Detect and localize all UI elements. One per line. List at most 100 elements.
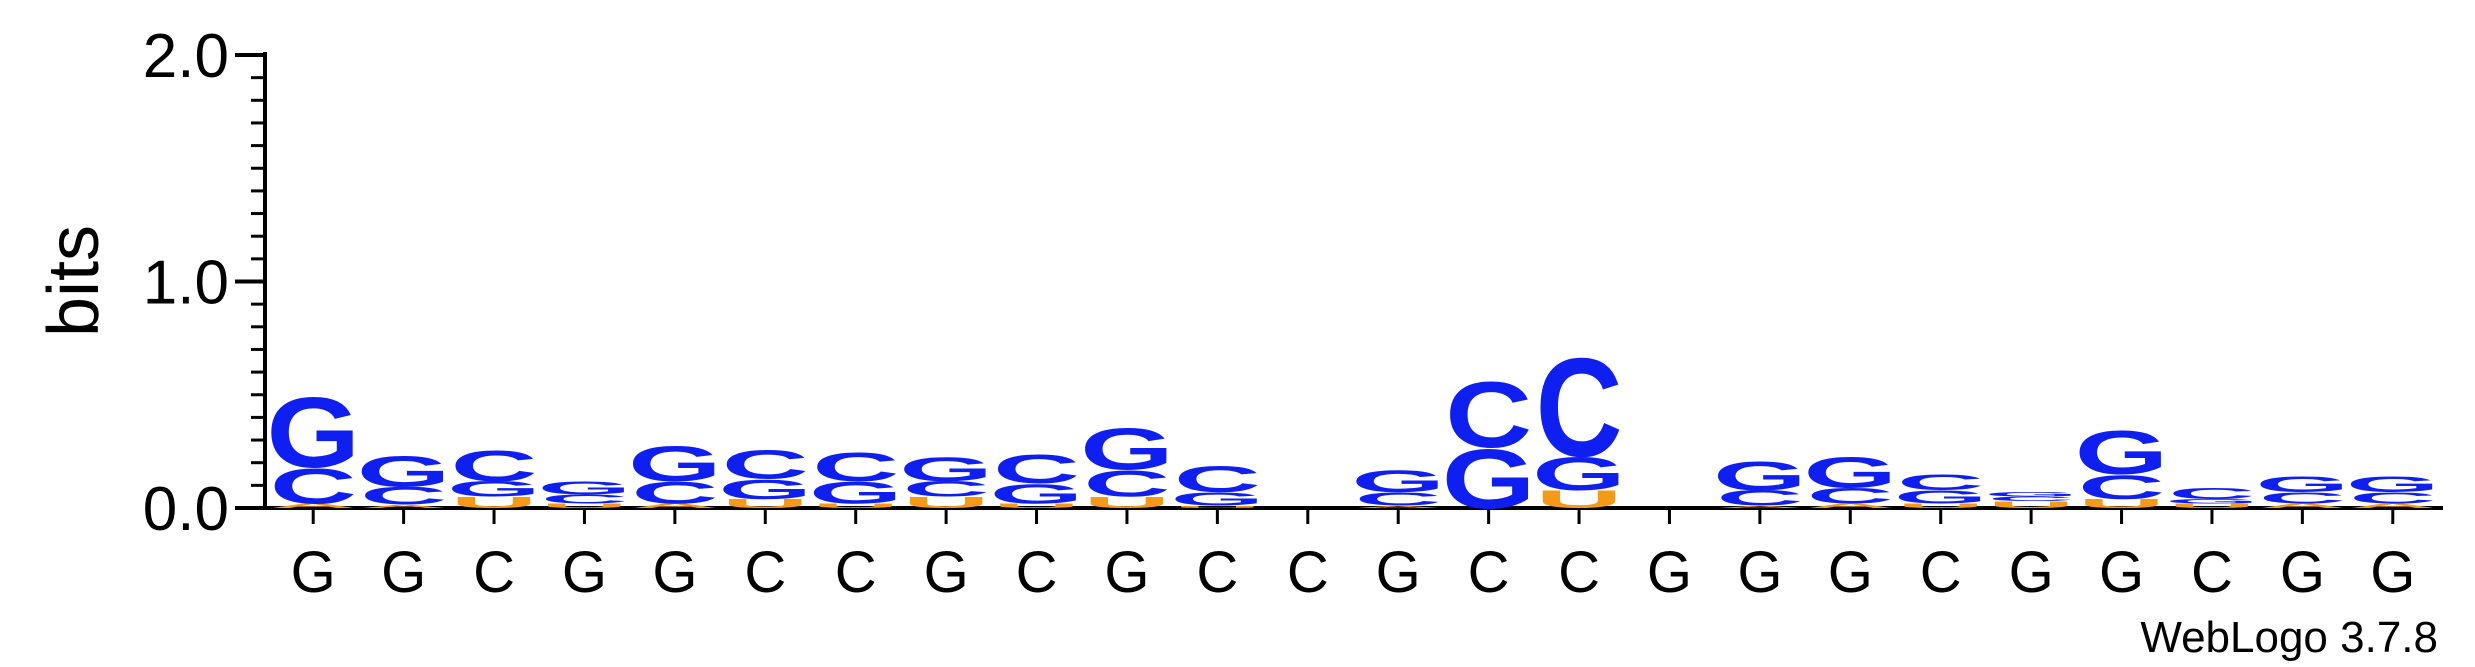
- x-tick-label: G: [2370, 540, 2415, 605]
- logo-letter-glyph: G: [718, 474, 812, 505]
- logo-letter-U: U: [1083, 494, 1170, 511]
- logo-letter-glyph: C: [1807, 484, 1894, 508]
- logo-stacks: ACGACGUGCUCGACGUGCUGCUCGUGCUCGUGCACGGCUG…: [266, 328, 2439, 526]
- logo-letter-glyph: G: [1532, 448, 1626, 500]
- logo-letter-C: C: [1083, 463, 1170, 505]
- logo-letter-U: U: [903, 494, 990, 511]
- logo-letter-G: G: [538, 478, 632, 499]
- x-tick-label: G: [291, 540, 336, 605]
- logo-letter-C: C: [631, 475, 718, 510]
- x-tick-label: C: [1016, 540, 1058, 605]
- logo-letter-A: A: [360, 504, 447, 509]
- y-tick-label: 1.0: [143, 249, 229, 318]
- logo-letter-glyph: G: [990, 478, 1084, 509]
- logo-letter-glyph: G: [2075, 418, 2169, 488]
- logo-letter-glyph: U: [993, 502, 1080, 509]
- logo-letter-glyph: U: [1174, 505, 1261, 508]
- logo-letter-glyph: C: [2168, 485, 2255, 502]
- logo-letter-glyph: C: [1897, 470, 1984, 494]
- logo-letter-C: C: [993, 447, 1080, 492]
- logo-letter-glyph: U: [2078, 497, 2165, 511]
- logo-letter-A: A: [2259, 502, 2346, 509]
- logo-letter-glyph: C: [722, 442, 809, 487]
- logo-letter-glyph: G: [266, 378, 360, 489]
- logo-letter-C: C: [722, 442, 809, 487]
- logo-letter-G: G: [1351, 464, 1445, 499]
- logo-letter-glyph: A: [1807, 502, 1894, 509]
- logo-letter-glyph: C: [631, 475, 718, 510]
- logo-letter-G: G: [990, 478, 1084, 509]
- logo-letter-A: A: [1716, 505, 1803, 508]
- logo-letter-glyph: C: [2349, 489, 2436, 506]
- logo-letter-glyph: A: [270, 502, 357, 509]
- weblogo-watermark: WebLogo 3.7.8: [2140, 613, 2438, 662]
- logo-letter-glyph: C: [903, 477, 990, 501]
- logo-letter-glyph: C: [270, 458, 357, 514]
- logo-letter-glyph: U: [1897, 502, 1984, 509]
- logo-letter-glyph: C: [1988, 496, 2075, 503]
- logo-letter-U: U: [993, 502, 1080, 509]
- logo-letter-C: C: [1716, 486, 1803, 510]
- logo-letter-G: G: [718, 474, 812, 505]
- logo-letter-U: U: [1988, 500, 2075, 510]
- logo-letter-U: U: [2168, 502, 2255, 509]
- logo-letter-C: C: [812, 445, 899, 490]
- x-tick-label: G: [562, 540, 607, 605]
- y-axis-minor-ticks: [251, 76, 265, 487]
- logo-letter-glyph: G: [628, 435, 722, 491]
- logo-letter-C: C: [1897, 470, 1984, 494]
- logo-letter-G: G: [628, 435, 722, 491]
- logo-letter-C: C: [1988, 496, 2075, 503]
- logo-letter-G: G: [1170, 489, 1264, 510]
- logo-letter-glyph: G: [1442, 433, 1536, 527]
- logo-letter-glyph: C: [541, 492, 628, 506]
- logo-letter-glyph: C: [2078, 468, 2165, 506]
- logo-letter-G: G: [357, 447, 451, 496]
- logo-letter-glyph: U: [812, 502, 899, 509]
- x-tick-label: C: [1287, 540, 1329, 605]
- logo-letter-C: C: [1355, 489, 1442, 510]
- logo-letter-C: C: [1445, 362, 1532, 467]
- logo-letter-C: C: [360, 482, 447, 510]
- logo-letter-glyph: C: [1716, 486, 1803, 510]
- logo-letter-glyph: G: [1803, 449, 1897, 498]
- logo-letter-glyph: U: [722, 497, 809, 511]
- x-tick-label: G: [924, 540, 969, 605]
- logo-letter-glyph: U: [2168, 502, 2255, 509]
- logo-letter-glyph: G: [1351, 464, 1445, 499]
- logo-letter-glyph: U: [451, 494, 538, 511]
- x-tick-label: G: [2009, 540, 2054, 605]
- logo-letter-glyph: G: [899, 450, 993, 488]
- logo-letter-C: C: [541, 492, 628, 506]
- logo-letter-C: C: [1174, 458, 1261, 500]
- logo-letter-glyph: C: [812, 445, 899, 490]
- x-tick-label: C: [1920, 540, 1962, 605]
- logo-letter-C: C: [2349, 489, 2436, 506]
- x-tick-label: G: [1647, 540, 1692, 605]
- x-tick-label: C: [744, 540, 786, 605]
- logo-letter-glyph: G: [447, 477, 541, 501]
- logo-letter-G: G: [1713, 454, 1807, 499]
- logo-letter-U: U: [1174, 505, 1261, 508]
- logo-letter-glyph: C: [1174, 458, 1261, 500]
- logo-letter-glyph: A: [2349, 502, 2436, 509]
- logo-letter-U: U: [812, 502, 899, 509]
- logo-letter-glyph: C: [360, 482, 447, 510]
- logo-letter-C: C: [903, 477, 990, 501]
- logo-letter-G: G: [2346, 473, 2440, 497]
- logo-letter-glyph: G: [809, 475, 903, 510]
- logo-letter-glyph: G: [1080, 416, 1174, 482]
- logo-letter-A: A: [631, 502, 718, 509]
- logo-letter-glyph: U: [1536, 486, 1623, 514]
- y-axis-major-ticks: 0.0 1.0 2.0: [143, 22, 265, 544]
- x-tick-label: G: [1828, 540, 1873, 605]
- y-tick-label: 0.0: [143, 475, 229, 544]
- x-tick-label: C: [835, 540, 877, 605]
- logo-letter-glyph: G: [1894, 487, 1988, 508]
- logo-letter-glyph: G: [1170, 489, 1264, 510]
- logo-letter-U: U: [541, 502, 628, 509]
- x-tick-label: G: [2280, 540, 2325, 605]
- logo-letter-glyph: C: [993, 447, 1080, 492]
- logo-letter-C: C: [451, 442, 538, 491]
